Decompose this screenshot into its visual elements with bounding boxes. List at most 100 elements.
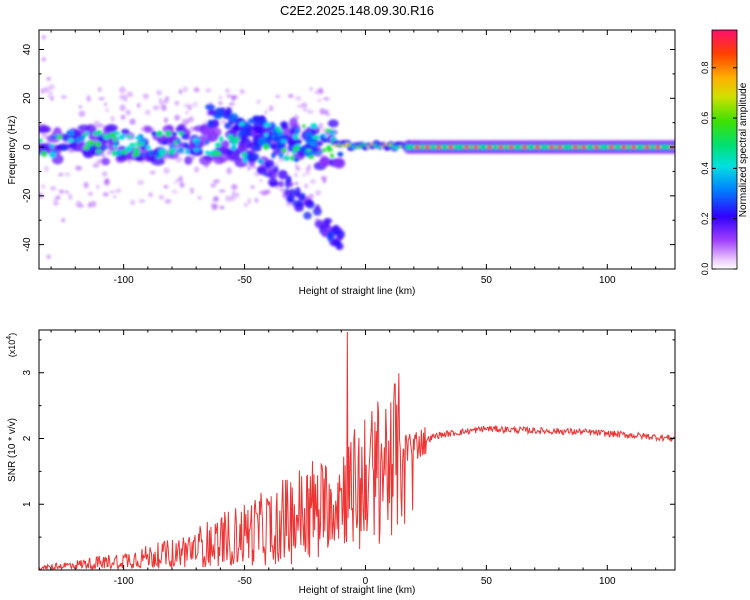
heatmap-cell xyxy=(40,184,46,189)
colorbar: 0.0 0.2 0.4 0.6 0.8 Normalized spectral ampl… xyxy=(700,29,749,276)
heatmap-cell xyxy=(179,181,185,188)
heatmap-cell xyxy=(116,187,122,193)
heatmap-cell xyxy=(68,129,75,137)
heatmap-cell xyxy=(75,200,82,208)
heatmap-cell xyxy=(101,171,108,177)
heatmap-cell xyxy=(256,167,267,175)
heatmap-cell xyxy=(654,145,661,149)
heatmap-blobs xyxy=(39,35,675,260)
heatmap-cell xyxy=(184,155,193,165)
heatmap-cell xyxy=(118,86,126,94)
colorbar-tick-label: 0.4 xyxy=(700,162,710,175)
heatmap-cell xyxy=(197,195,202,200)
heatmap-cell xyxy=(242,157,248,163)
heatmap-cell xyxy=(203,154,216,161)
heatmap-cell xyxy=(293,138,302,145)
heatmap-cell xyxy=(129,118,136,125)
heatmap-cell xyxy=(111,150,117,157)
heatmap-cell xyxy=(271,152,276,159)
heatmap-cell xyxy=(207,119,215,129)
heatmap-cell xyxy=(264,109,268,115)
heatmap-cell xyxy=(102,146,108,150)
heatmap-cell xyxy=(133,147,141,154)
heatmap-cell xyxy=(171,189,178,194)
heatmap-cell xyxy=(226,94,233,98)
heatmap-cell xyxy=(294,172,298,178)
snr-frame xyxy=(38,329,676,571)
heatmap-cell xyxy=(275,94,281,99)
heatmap-cell xyxy=(83,181,89,189)
heatmap-cell xyxy=(235,192,240,198)
heatmap-cell xyxy=(210,182,217,188)
heatmap-cell xyxy=(293,157,300,163)
heatmap-cell xyxy=(105,124,118,133)
heatmap-cell xyxy=(163,117,169,124)
heatmap-cell xyxy=(472,145,479,149)
x-tick-label: -100 xyxy=(114,275,134,286)
x-tick-label: 100 xyxy=(599,275,616,286)
colorbar-tick-label: 0.6 xyxy=(700,112,710,125)
x-tick-label: -100 xyxy=(114,576,134,587)
heatmap-cell xyxy=(119,104,126,112)
heatmap-cell xyxy=(251,152,260,162)
heatmap-cell xyxy=(186,104,193,111)
heatmap-cell xyxy=(289,188,296,198)
heatmap-cell xyxy=(183,142,189,149)
heatmap-cell xyxy=(175,125,184,133)
heatmap-cell xyxy=(160,102,164,109)
y-tick-label: -20 xyxy=(22,188,33,203)
snr-x-label: Height of straight line (km) xyxy=(299,585,416,596)
heatmap-cell xyxy=(218,96,223,100)
heatmap-cell xyxy=(138,199,146,203)
heatmap-cell xyxy=(208,152,217,156)
heatmap-cell xyxy=(247,165,251,171)
heatmap-cell xyxy=(266,136,273,141)
heatmap-cell xyxy=(41,57,47,62)
y-tick-label: 1 xyxy=(22,501,33,507)
heatmap-cell xyxy=(521,145,528,149)
heatmap-cell xyxy=(80,135,85,142)
heatmap-cell xyxy=(154,151,160,157)
heatmap-cell xyxy=(93,120,100,126)
heatmap-cell xyxy=(39,138,44,143)
heatmap-cell xyxy=(414,145,421,149)
heatmap-cell xyxy=(46,76,51,81)
heatmap-cell xyxy=(320,109,327,115)
heatmap-cell xyxy=(280,139,287,144)
heatmap-cell xyxy=(299,192,306,201)
heatmap-cell xyxy=(194,141,200,147)
heatmap-cell xyxy=(264,123,268,128)
heatmap-cell xyxy=(194,166,200,173)
heatmap-cell xyxy=(211,203,217,211)
heatmap-cell xyxy=(220,119,227,124)
heatmap-cell xyxy=(98,97,105,101)
heatmap-cell xyxy=(293,133,298,140)
heatmap-cell xyxy=(306,171,311,175)
heatmap-cell xyxy=(294,203,304,212)
spectrogram-frame xyxy=(38,29,676,270)
heatmap-cell xyxy=(143,126,153,133)
heatmap-cell xyxy=(256,99,261,105)
colorbar-tick-label: 0.0 xyxy=(700,263,710,276)
heatmap-cell xyxy=(219,205,225,210)
heatmap-cell xyxy=(424,145,431,149)
heatmap-cell xyxy=(164,96,170,101)
heatmap-cell xyxy=(580,145,587,149)
heatmap-cell xyxy=(264,132,269,138)
heatmap-cell xyxy=(65,190,69,194)
heatmap-cell xyxy=(303,211,312,220)
heatmap-cell xyxy=(182,118,186,124)
heatmap-cell xyxy=(247,197,251,205)
heatmap-cell xyxy=(225,195,232,202)
heatmap-cell xyxy=(215,142,222,148)
heatmap-cell xyxy=(103,102,107,106)
snr-multiplier-base: (x10 xyxy=(7,340,17,358)
heatmap-cell xyxy=(116,150,122,156)
heatmap-cell xyxy=(252,120,262,126)
heatmap-cell xyxy=(95,141,102,148)
heatmap-cell xyxy=(497,145,504,149)
heatmap-cell xyxy=(280,134,289,141)
heatmap-cell xyxy=(285,175,292,184)
heatmap-cell xyxy=(173,140,178,145)
heatmap-cell xyxy=(192,138,199,142)
